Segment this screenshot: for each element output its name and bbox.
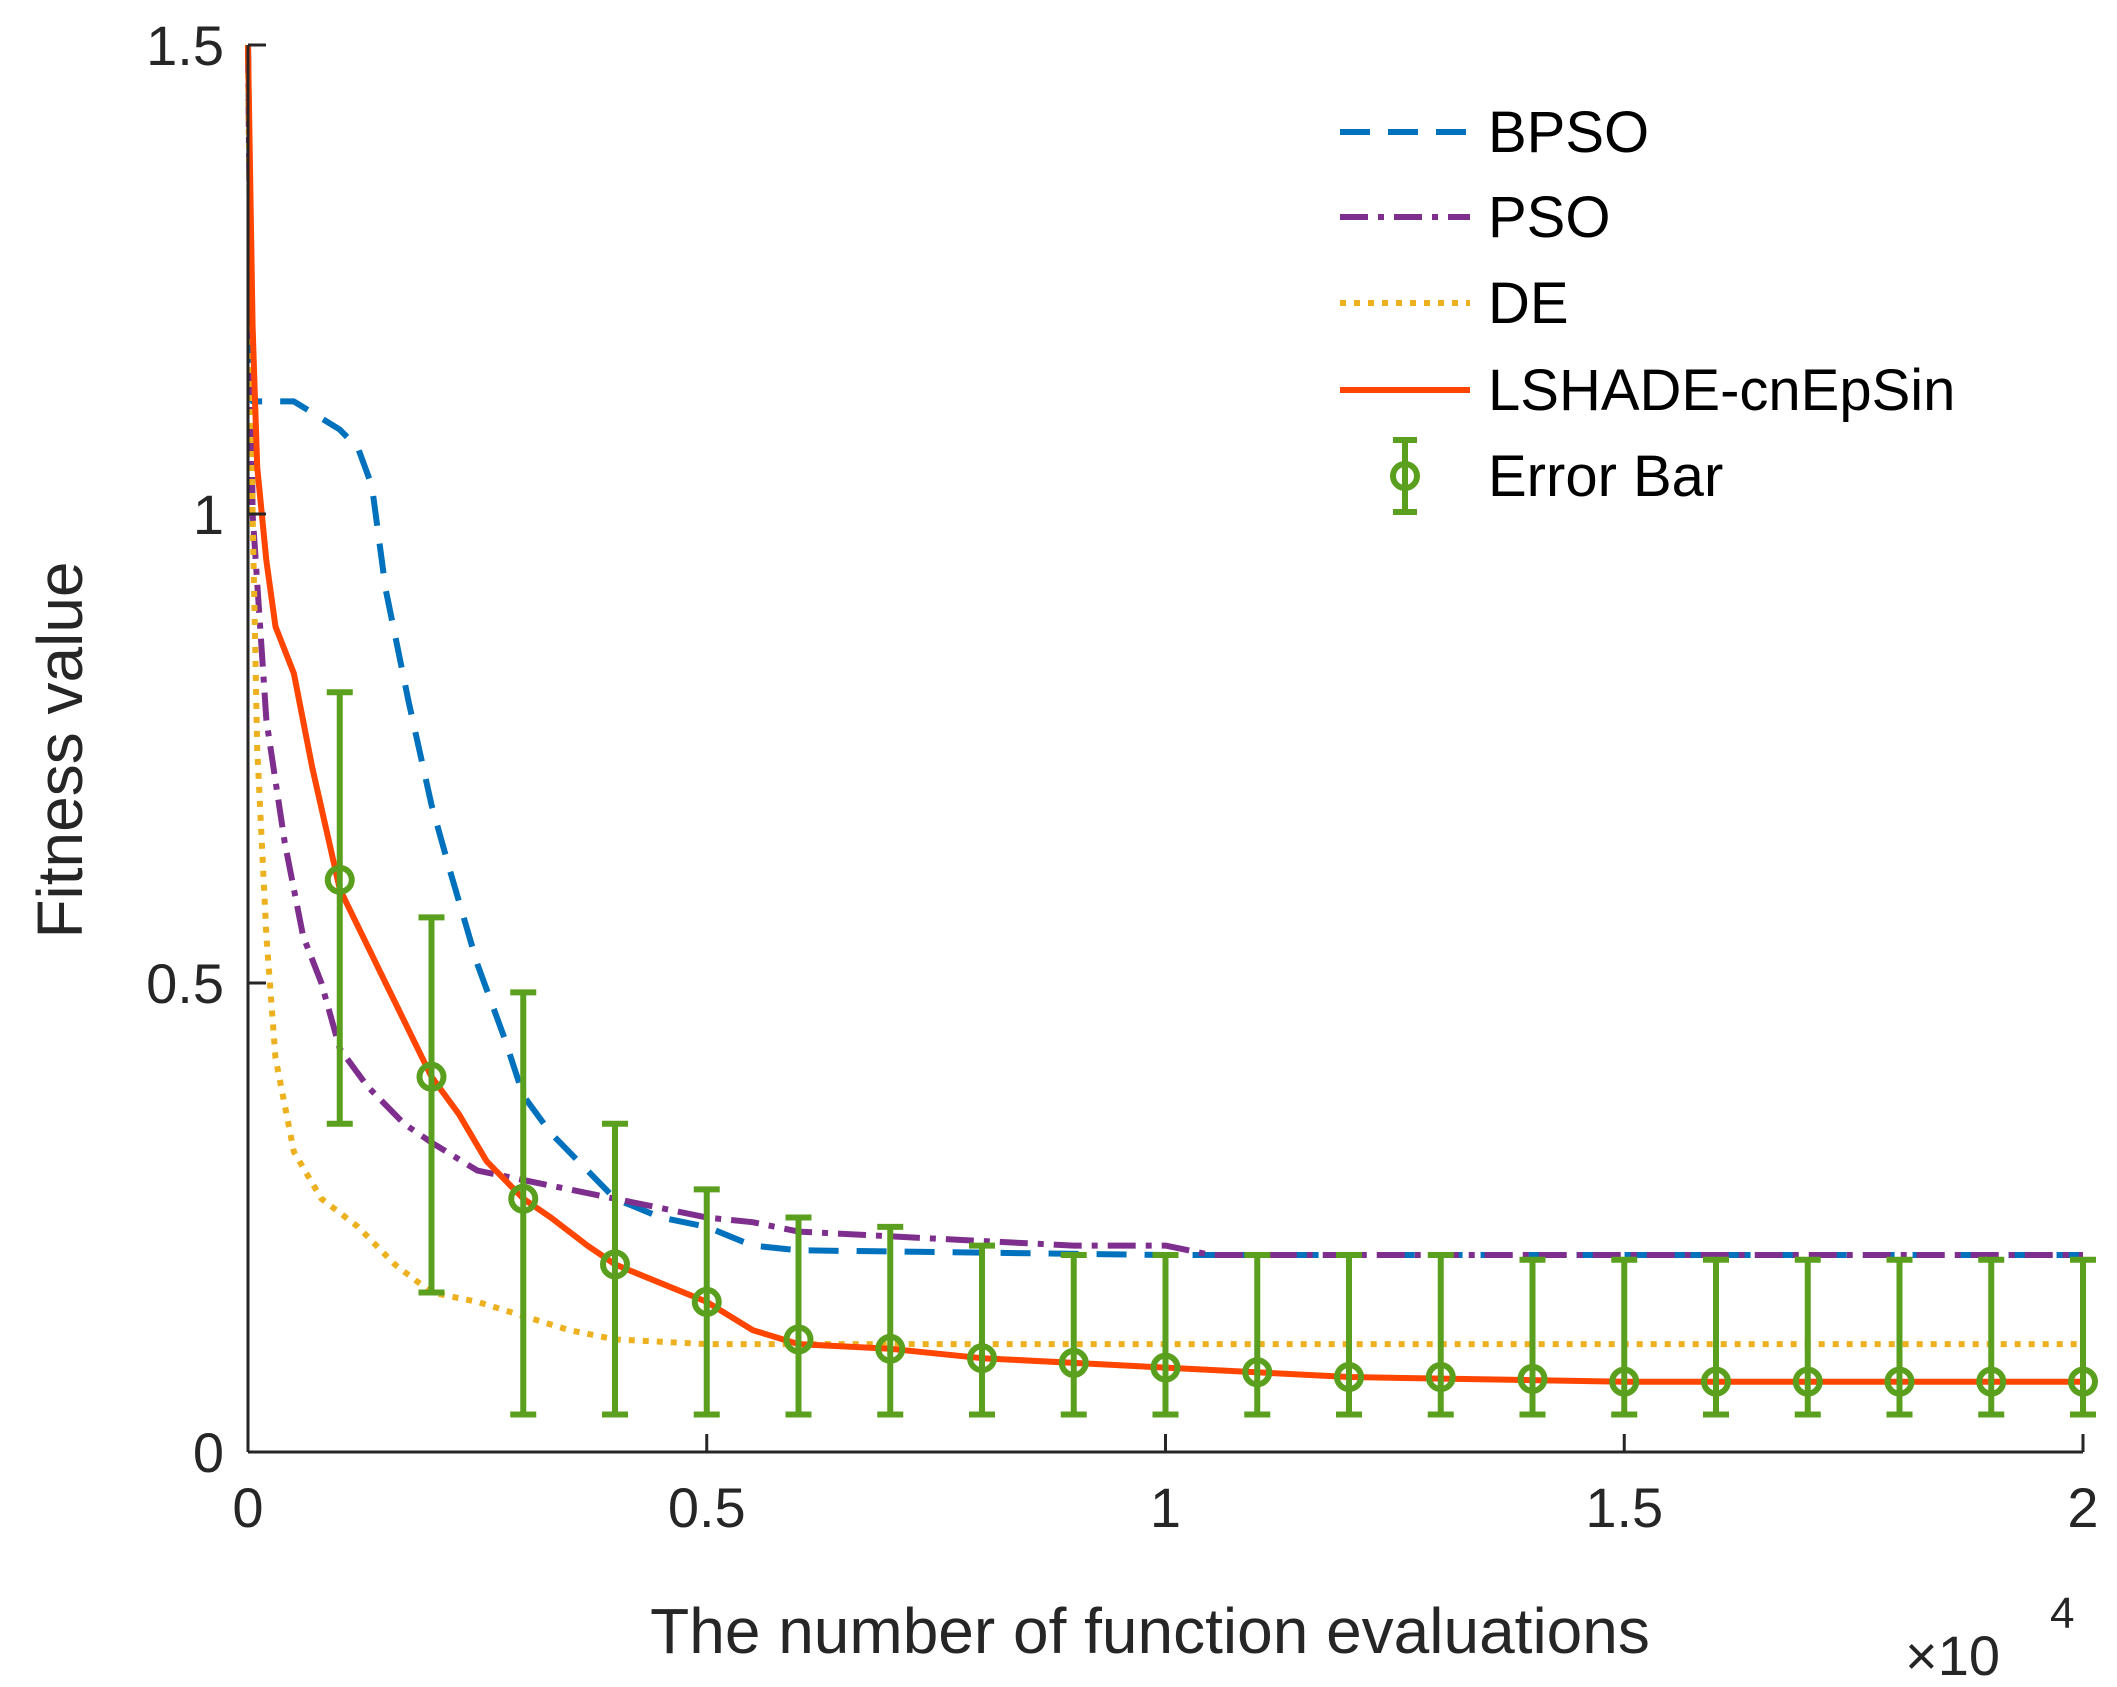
- y-tick-label: 0.5: [146, 952, 224, 1015]
- error-bar: [1334, 1252, 1364, 1418]
- y-tick-label: 1: [193, 483, 224, 546]
- x-tick-label: 1.5: [1585, 1476, 1663, 1539]
- error-bar: [1150, 1252, 1181, 1418]
- legend-item-lshade: LSHADE-cnEpSin: [1340, 358, 1955, 423]
- error-bar: [324, 689, 355, 1127]
- x-tick-label: 0.5: [668, 1476, 746, 1539]
- error-bar: [1701, 1256, 1731, 1418]
- error-bar: [1884, 1256, 1915, 1418]
- y-tick-label: 0: [193, 1421, 224, 1484]
- error-bar: [967, 1242, 997, 1418]
- axes: 0 0.5 1 1.5 2 0 0.5 1 1.5: [146, 14, 2098, 1539]
- error-bar: [2068, 1256, 2098, 1418]
- legend-label-error-bar: Error Bar: [1488, 444, 1723, 509]
- x-tick-label: 2: [2067, 1476, 2098, 1539]
- plot-area: [245, 44, 2098, 1418]
- legend-label-lshade: LSHADE-cnEpSin: [1488, 358, 1955, 423]
- y-tick-label: 1.5: [146, 14, 224, 77]
- series-line-pso: [245, 44, 2083, 1258]
- error-bar: [1976, 1256, 2007, 1418]
- error-bar: [783, 1214, 814, 1418]
- x-tick-label: 0: [232, 1476, 263, 1539]
- y-ticks: 0 0.5 1 1.5: [146, 14, 266, 1484]
- legend-swatch-error-bar: [1390, 437, 1420, 515]
- error-bar: [1425, 1252, 1456, 1418]
- error-bar: [1792, 1256, 1823, 1418]
- series-line-de: [245, 44, 2083, 1348]
- x-axis-label: The number of function evaluations: [650, 1595, 1650, 1667]
- y-axis-label: Fitness value: [24, 561, 96, 938]
- error-bar: [1517, 1256, 1548, 1418]
- x-axis-exponent-power: 4: [2050, 1589, 2074, 1638]
- x-axis-exponent: ×10 4: [1905, 1589, 2074, 1687]
- error-bar: [416, 914, 447, 1296]
- error-bar: [875, 1223, 906, 1418]
- x-ticks: 0 0.5 1 1.5 2: [232, 1434, 2099, 1539]
- legend-item-pso: PSO: [1340, 185, 1611, 250]
- legend-label-de: DE: [1488, 271, 1569, 336]
- error-bar: [691, 1186, 722, 1418]
- error-bar-layer: [324, 689, 2098, 1418]
- error-bar: [1242, 1252, 1273, 1418]
- error-bar: [508, 989, 539, 1418]
- error-bar: [600, 1120, 630, 1418]
- legend: BPSO PSO DE LSHADE-cnEpSin Error Bar: [1340, 100, 1955, 515]
- x-tick-label: 1: [1150, 1476, 1181, 1539]
- legend-item-bpso: BPSO: [1340, 100, 1649, 165]
- legend-item-error-bar: Error Bar: [1390, 437, 1723, 515]
- legend-item-de: DE: [1340, 271, 1569, 336]
- x-axis-exponent-base: ×10: [1905, 1624, 2000, 1687]
- series-layer: [245, 44, 2083, 1385]
- error-bar: [1609, 1256, 1640, 1418]
- legend-label-bpso: BPSO: [1488, 100, 1649, 165]
- series-line-bpso: [245, 44, 2083, 1258]
- legend-label-pso: PSO: [1488, 185, 1611, 250]
- error-bar: [1058, 1252, 1089, 1418]
